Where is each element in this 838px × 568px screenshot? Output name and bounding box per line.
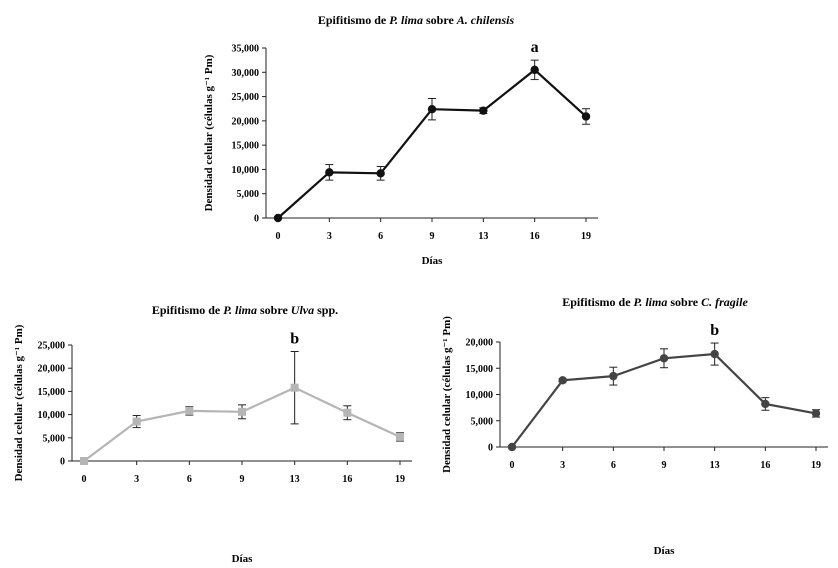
chart-top-point xyxy=(427,105,437,114)
chart-top-title-part: sobre xyxy=(423,13,457,27)
chart-left-point xyxy=(343,408,352,417)
chart-right-x-tick-label: 3 xyxy=(560,460,565,471)
chart-right-y-tick-label: 20,000 xyxy=(466,338,494,349)
chart-top-y-tick-label: 30,000 xyxy=(232,68,260,79)
chart-a-chilensis: Epifitismo de P. lima sobre A. chilensis… xyxy=(186,2,606,272)
chart-right-x-tick-label: 0 xyxy=(510,460,515,471)
chart-top-x-tick-label: 9 xyxy=(430,231,435,242)
chart-right-point xyxy=(659,354,669,363)
chart-right-y-tick-label: 15,000 xyxy=(466,364,494,375)
chart-right-title-part: sobre xyxy=(667,295,701,309)
chart-right-x-tick-label: 9 xyxy=(662,460,667,471)
chart-left-title: Epifitismo de P. lima sobre Ulva spp. xyxy=(152,303,338,317)
chart-right-point xyxy=(761,399,770,409)
chart-left-x-tick-label: 6 xyxy=(187,474,192,485)
chart-top-y-tick-label: 10,000 xyxy=(232,165,260,176)
chart-right-x-tick-label: 19 xyxy=(811,460,821,471)
chart-c-fragile: Epifitismo de P. lima sobre C. fragile 0 5… xyxy=(430,290,838,568)
chart-top-annotation: a xyxy=(531,39,539,56)
chart-left-title-part: P. lima xyxy=(223,303,257,317)
chart-left-x-tick-label: 19 xyxy=(395,474,405,485)
chart-right-y-tick-label: 0 xyxy=(488,443,493,454)
chart-left-title-part: Epifitismo de xyxy=(152,303,223,317)
chart-top-point xyxy=(376,169,385,178)
chart-top-title-part: Epifitismo de xyxy=(318,13,389,27)
chart-left-title-part: Ulva xyxy=(291,303,314,317)
chart-right-x-tick-label: 6 xyxy=(611,460,616,471)
chart-left-point xyxy=(290,383,299,392)
chart-left-point xyxy=(80,457,88,465)
chart-top-x-tick-label: 6 xyxy=(378,231,383,242)
chart-right-y-label: Densidad celular (células g⁻¹ Pm) xyxy=(441,316,453,473)
chart-top-y-tick-label: 35,000 xyxy=(232,44,260,55)
chart-right-y-tick-label: 5,000 xyxy=(471,416,494,427)
chart-top-x-tick-label: 3 xyxy=(327,231,332,242)
chart-top-y-tick-label: 5,000 xyxy=(237,189,260,200)
chart-left-y-tick-label: 25,000 xyxy=(38,341,66,352)
chart-left-y-tick-label: 10,000 xyxy=(38,410,66,421)
chart-left-x-tick-label: 3 xyxy=(134,474,139,485)
chart-c-fragile-svg: Epifitismo de P. lima sobre C. fragile 0 5… xyxy=(441,295,828,557)
chart-left-y-tick-label: 0 xyxy=(60,457,65,468)
chart-right-point xyxy=(609,371,618,381)
chart-left-series-line xyxy=(83,386,401,462)
chart-right-x-tick-label: 16 xyxy=(760,460,770,471)
chart-top-x-label: Días xyxy=(422,255,444,267)
chart-left-point xyxy=(132,417,141,426)
chart-left-title-part: sobre xyxy=(257,303,291,317)
chart-right-point xyxy=(710,349,719,359)
chart-right-title-part: C. fragile xyxy=(701,295,748,309)
chart-left-annotation: b xyxy=(290,330,299,347)
chart-right-point xyxy=(558,376,567,385)
chart-left-x-tick-label: 0 xyxy=(82,474,87,485)
chart-top-x-tick-label: 13 xyxy=(478,231,488,242)
chart-left-y-tick-label: 20,000 xyxy=(38,364,66,375)
chart-left-title-part: spp. xyxy=(314,303,338,317)
chart-top-title-part: A. chilensis xyxy=(456,13,515,27)
chart-top-x-tick-label: 19 xyxy=(581,231,591,242)
chart-left-y-tick-label: 5,000 xyxy=(43,433,66,444)
chart-top-y-tick-label: 25,000 xyxy=(232,92,260,103)
chart-left-point xyxy=(238,407,246,416)
chart-a-chilensis-svg: Epifitismo de P. lima sobre A. chilensis… xyxy=(203,13,598,267)
chart-right-x-tick-label: 13 xyxy=(710,460,720,471)
chart-top-point xyxy=(530,65,539,75)
chart-top-y-tick-label: 20,000 xyxy=(232,116,260,127)
chart-left-point xyxy=(185,406,194,415)
chart-top-title: Epifitismo de P. lima sobre A. chilensis xyxy=(318,13,515,27)
chart-top-y-label: Densidad celular (células g⁻¹ Pm) xyxy=(203,54,215,211)
chart-left-x-tick-label: 13 xyxy=(290,474,300,485)
chart-top-x-tick-label: 16 xyxy=(530,231,540,242)
chart-right-title: Epifitismo de P. lima sobre C. fragile xyxy=(562,295,748,309)
chart-top-y-tick-label: 15,000 xyxy=(232,141,260,152)
chart-ulva-svg: Epifitismo de P. lima sobre Ulva spp. 0 5,… xyxy=(13,303,412,565)
chart-top-point xyxy=(273,213,283,223)
chart-top-series-line xyxy=(277,68,587,219)
chart-top-point xyxy=(581,112,591,121)
chart-right-x-label: Días xyxy=(654,545,676,557)
chart-left-y-label: Densidad celular (células g⁻¹ Pm) xyxy=(13,324,25,481)
chart-right-point xyxy=(811,409,821,418)
chart-right-title-part: P. lima xyxy=(634,295,668,309)
chart-right-title-part: Epifitismo de xyxy=(562,295,633,309)
chart-right-annotation: b xyxy=(710,322,719,339)
chart-left-y-tick-label: 15,000 xyxy=(38,387,66,398)
chart-left-x-tick-label: 16 xyxy=(342,474,352,485)
chart-right-point xyxy=(507,442,517,452)
chart-left-x-label: Días xyxy=(232,553,254,565)
chart-top-point xyxy=(325,168,334,177)
chart-right-y-tick-label: 10,000 xyxy=(466,390,494,401)
chart-top-title-part: P. lima xyxy=(389,13,423,27)
chart-top-y-tick-label: 0 xyxy=(254,214,259,225)
chart-left-point xyxy=(396,432,404,441)
chart-top-point xyxy=(479,106,488,115)
chart-left-x-tick-label: 9 xyxy=(240,474,245,485)
chart-top-x-tick-label: 0 xyxy=(276,231,281,242)
chart-ulva: Epifitismo de P. lima sobre Ulva spp. 0 5,… xyxy=(0,290,420,568)
